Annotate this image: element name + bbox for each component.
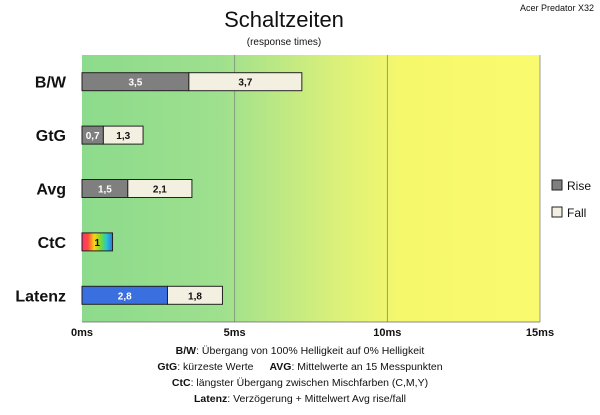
note-avg-text: : Mittelwerte an 15 Messpunkten	[291, 361, 442, 373]
bar-fall-1	[102, 125, 144, 145]
category-label-4: Latenz	[15, 288, 66, 305]
chart-subtitle: (response times)	[247, 37, 321, 48]
note-ctc-key: CtC	[172, 377, 191, 389]
bar-fall-0	[188, 72, 303, 92]
x-tick-0: 0ms	[71, 327, 93, 339]
bar-fall-4	[166, 285, 223, 305]
note-gtg-key: GtG	[157, 361, 177, 373]
note-bw-text: : Übergang von 100% Helligkeit auf 0% He…	[196, 345, 424, 357]
note-bw-key: B/W	[176, 345, 197, 357]
note-latenz: Latenz: Verzögerung + Mittelwert Avg ris…	[194, 393, 406, 405]
note-bw: B/W: Übergang von 100% Helligkeit auf 0%…	[176, 345, 425, 357]
note-avg-key: AVG	[269, 361, 291, 373]
data-label-fall-2: 2,1	[153, 185, 167, 196]
x-tick-15: 15ms	[526, 327, 554, 339]
x-tick-10: 10ms	[373, 327, 401, 339]
notes: B/W: Übergang von 100% Helligkeit auf 0%…	[157, 345, 442, 405]
data-label-rise-2: 1,5	[98, 185, 112, 196]
legend: Rise Fall	[551, 179, 591, 220]
data-label-fall-1: 1,3	[116, 131, 130, 142]
x-tick-labels: 0ms 5ms 10ms 15ms	[71, 327, 554, 339]
legend-label-fall: Fall	[567, 206, 586, 220]
category-label-3: CtC	[38, 235, 67, 252]
data-label-rise-3: 1	[94, 238, 100, 249]
data-label-rise-1: 0,7	[86, 131, 100, 142]
bar-fall-2	[127, 179, 193, 198]
note-latenz-text: : Verzögerung + Mittelwert Avg rise/fall	[227, 393, 406, 405]
data-label-fall-4: 1,8	[188, 291, 202, 302]
bars-group: 3,5 3,7 0,7 1,3 1,5 2,1 1 2,8 1,8	[81, 72, 303, 305]
gridlines	[82, 55, 541, 323]
legend-label-rise: Rise	[567, 179, 591, 193]
chart-title: Schaltzeiten	[224, 7, 344, 32]
x-tick-5: 5ms	[224, 327, 246, 339]
note-ctc: CtC: längster Übergang zwischen Mischfar…	[172, 377, 428, 389]
category-labels: B/W GtG Avg CtC Latenz	[15, 75, 67, 306]
legend-swatch-fall	[551, 206, 563, 218]
data-label-rise-4: 2,8	[118, 291, 132, 302]
category-label-2: Avg	[36, 182, 66, 199]
bar-rise-3	[81, 232, 114, 252]
category-label-0: B/W	[35, 75, 67, 92]
brand-label: Acer Predator X32	[520, 3, 594, 13]
data-label-rise-0: 3,5	[128, 78, 142, 89]
category-label-1: GtG	[36, 128, 66, 145]
note-gtg-text: : kürzeste Werte	[177, 361, 253, 373]
note-ctc-text: : längster Übergang zwischen Mischfarben…	[191, 377, 429, 389]
note-latenz-key: Latenz	[194, 393, 227, 405]
legend-swatch-rise	[551, 179, 563, 191]
data-label-fall-0: 3,7	[238, 78, 252, 89]
note-gtg-avg: GtG: kürzeste Werte AVG: Mittelwerte an 1…	[157, 361, 442, 373]
